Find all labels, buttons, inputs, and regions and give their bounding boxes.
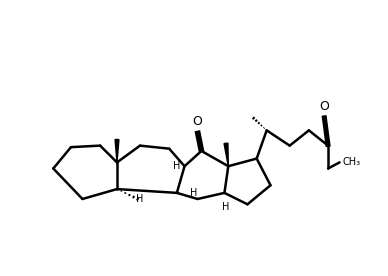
Text: H: H bbox=[222, 202, 230, 212]
Text: H: H bbox=[173, 161, 181, 171]
Text: H: H bbox=[190, 188, 197, 198]
Polygon shape bbox=[115, 140, 119, 162]
Polygon shape bbox=[224, 143, 228, 166]
Text: O: O bbox=[319, 100, 329, 113]
Text: H: H bbox=[136, 194, 144, 204]
Text: O: O bbox=[193, 115, 203, 128]
Text: CH₃: CH₃ bbox=[343, 157, 361, 167]
